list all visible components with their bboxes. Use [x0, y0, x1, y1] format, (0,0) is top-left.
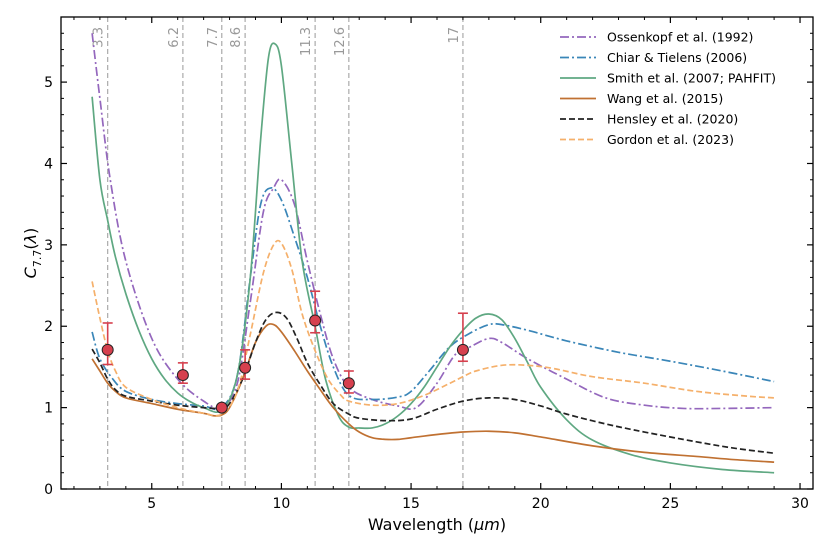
legend-label-2: Chiar & Tielens (2006) — [607, 50, 747, 65]
x-axis-title-unit: μm — [473, 515, 500, 534]
reference-label-8.6: 8.6 — [229, 27, 244, 48]
point-marker-5 — [309, 314, 322, 327]
data-point-5 — [309, 290, 322, 334]
x-tick-label-15: 15 — [402, 496, 420, 512]
y-tick-label-5: 5 — [44, 75, 53, 91]
legend-label-4: Wang et al. (2015) — [607, 91, 723, 106]
point-marker-4 — [239, 361, 252, 374]
series-line-6 — [91, 239, 775, 417]
y-tick-label-4: 4 — [44, 156, 53, 172]
data-point-3 — [215, 401, 228, 414]
data-point-6 — [342, 370, 355, 394]
series-lines — [91, 33, 775, 474]
reference-label-6.2: 6.2 — [167, 27, 182, 48]
legend-label-5: Hensley et al. (2020) — [607, 112, 738, 127]
y-tick-label-2: 2 — [44, 319, 53, 335]
legend-label-3: Smith et al. (2007; PAHFIT) — [607, 71, 776, 86]
y-tick-label-3: 3 — [44, 238, 53, 254]
series-line-3 — [91, 42, 775, 474]
x-tick-label-5: 5 — [147, 496, 156, 512]
reference-lines: 3.3 6.2 7.7 8.6 11.3 12.6 17 — [92, 17, 464, 489]
reference-label-11.3: 11.3 — [299, 27, 314, 56]
x-axis-title-prefix: Wavelength ( — [368, 515, 474, 534]
svg-text:C7.7(λ): C7.7(λ) — [21, 228, 44, 279]
point-marker-3 — [215, 401, 228, 414]
x-tick-label-25: 25 — [661, 496, 679, 512]
measurement-points — [101, 290, 469, 414]
data-point-2 — [176, 362, 189, 385]
data-point-7 — [456, 312, 469, 363]
point-marker-6 — [342, 377, 355, 390]
legend: Ossenkopf et al. (1992) Chiar & Tielens (… — [560, 30, 776, 147]
legend-label-1: Ossenkopf et al. (1992) — [607, 30, 753, 45]
data-point-1 — [101, 322, 114, 366]
reference-label-17: 17 — [447, 27, 462, 44]
series-line-1 — [91, 33, 775, 411]
series-line-4 — [91, 323, 775, 463]
x-tick-label-10: 10 — [272, 496, 290, 512]
x-tick-label-30: 30 — [791, 496, 809, 512]
reference-label-3.3: 3.3 — [92, 27, 107, 48]
series-line-2 — [91, 187, 775, 411]
point-marker-2 — [176, 369, 189, 382]
point-marker-1 — [101, 343, 114, 356]
data-point-4 — [239, 349, 252, 380]
x-tick-label-20: 20 — [532, 496, 550, 512]
point-marker-7 — [456, 343, 469, 356]
reference-label-7.7: 7.7 — [206, 27, 221, 48]
x-axis-title: Wavelength (μm) — [368, 515, 506, 534]
y-tick-label-0: 0 — [44, 482, 53, 498]
y-tick-label-1: 1 — [44, 401, 53, 417]
y-axis-title: C7.7(λ) — [21, 228, 44, 279]
x-axis-title-suffix: ) — [500, 515, 506, 534]
legend-label-6: Gordon et al. (2023) — [607, 132, 734, 147]
plot-frame — [60, 16, 814, 490]
reference-label-12.6: 12.6 — [333, 27, 348, 56]
